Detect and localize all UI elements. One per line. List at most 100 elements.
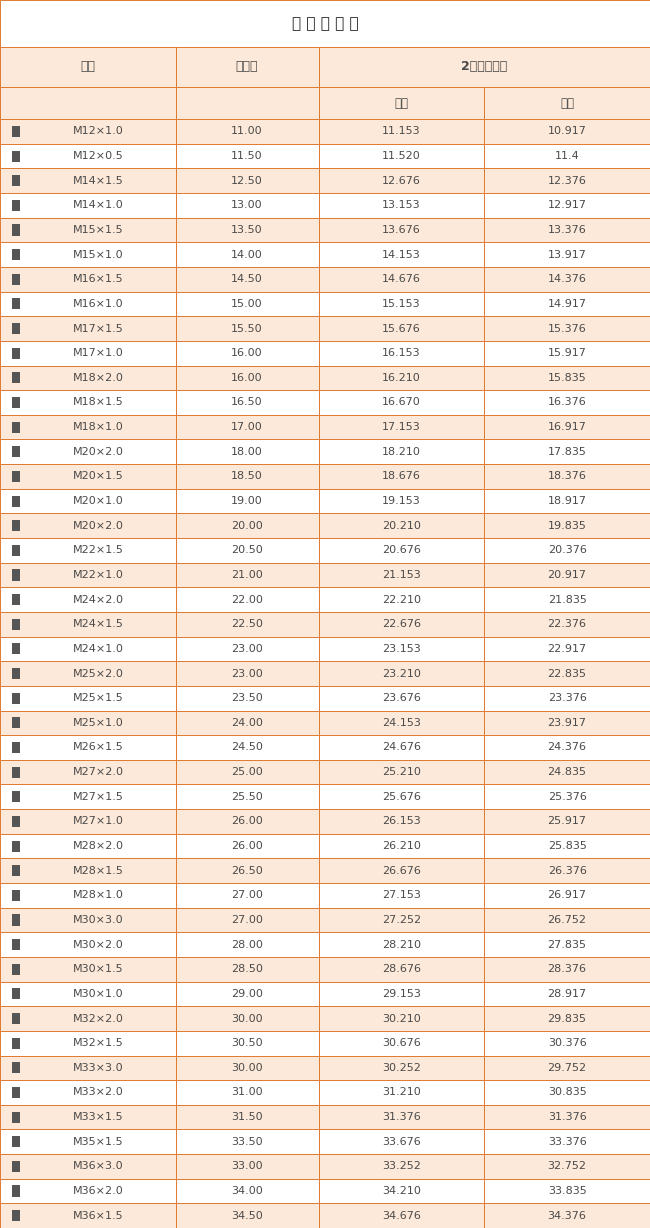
Text: M25×1.0: M25×1.0 [73,718,124,728]
Bar [12,619,20,630]
Bar [484,168,650,193]
Bar [484,661,650,686]
Bar [318,612,484,636]
Text: 14.00: 14.00 [231,249,263,259]
Bar [484,217,650,242]
Bar [318,317,484,341]
Bar [12,348,20,359]
Bar [12,274,20,285]
Bar [318,981,484,1006]
Bar [12,1062,20,1073]
Bar [12,742,20,753]
Bar [176,587,318,612]
Text: M22×1.0: M22×1.0 [73,570,124,580]
Text: 28.50: 28.50 [231,964,263,974]
Text: M14×1.0: M14×1.0 [73,200,124,210]
Bar [176,538,318,562]
Bar [176,168,318,193]
Text: 30.210: 30.210 [382,1013,421,1024]
Text: 16.50: 16.50 [231,398,263,408]
Bar [0,291,176,317]
Bar [484,562,650,587]
Bar [318,47,650,87]
Bar [484,711,650,736]
Text: 20.50: 20.50 [231,545,263,555]
Bar [176,317,318,341]
Bar [318,858,484,883]
Text: 30.252: 30.252 [382,1062,421,1073]
Text: 30.00: 30.00 [231,1013,263,1024]
Bar [0,785,176,809]
Text: 13.00: 13.00 [231,200,263,210]
Text: M30×2.0: M30×2.0 [73,939,124,949]
Text: 20.00: 20.00 [231,521,263,530]
Bar [176,932,318,957]
Bar [318,587,484,612]
Bar [0,168,176,193]
Bar [484,317,650,341]
Bar [176,907,318,932]
Bar [12,372,20,383]
Bar [12,496,20,507]
Text: 14.676: 14.676 [382,274,421,285]
Bar [12,323,20,334]
Bar [318,87,484,119]
Text: M20×1.5: M20×1.5 [73,472,124,481]
Bar [318,661,484,686]
Bar [0,513,176,538]
Bar [0,1154,176,1179]
Text: 10.917: 10.917 [548,126,586,136]
Bar [318,489,484,513]
Text: 22.00: 22.00 [231,594,263,604]
Text: 29.835: 29.835 [547,1013,586,1024]
Bar [484,760,650,785]
Text: 17.153: 17.153 [382,422,421,432]
Bar [484,883,650,907]
Text: 15.676: 15.676 [382,323,421,334]
Text: M28×1.0: M28×1.0 [73,890,124,900]
Bar [0,1130,176,1154]
Text: 公 制 细 螺 纹: 公 制 细 螺 纹 [292,16,358,31]
Bar [484,809,650,834]
Bar [176,242,318,266]
Bar [12,200,20,211]
Text: 16.917: 16.917 [548,422,586,432]
Bar [0,711,176,736]
Bar [318,1056,484,1081]
Bar [176,1030,318,1056]
Text: 19.835: 19.835 [548,521,586,530]
Text: 27.00: 27.00 [231,915,263,925]
Text: M27×2.0: M27×2.0 [73,768,124,777]
Bar [0,1179,176,1203]
Bar [484,119,650,144]
Bar [318,1105,484,1130]
Text: 19.153: 19.153 [382,496,421,506]
Bar [484,1056,650,1081]
Bar [12,989,20,1000]
Bar [176,266,318,291]
Text: 最小: 最小 [560,97,574,109]
Text: M20×2.0: M20×2.0 [73,447,124,457]
Text: 24.153: 24.153 [382,718,421,728]
Bar [176,464,318,489]
Text: 27.252: 27.252 [382,915,421,925]
Bar [0,981,176,1006]
Bar [12,298,20,309]
Bar [0,562,176,587]
Bar [12,249,20,260]
Bar [0,957,176,981]
Bar [12,1038,20,1049]
Bar [12,1210,20,1221]
Bar [484,144,650,168]
Text: 12.917: 12.917 [547,200,586,210]
Bar [176,1105,318,1130]
Text: 33.835: 33.835 [548,1186,586,1196]
Text: 24.50: 24.50 [231,743,263,753]
Bar [484,1203,650,1228]
Text: 20.917: 20.917 [547,570,586,580]
Text: M28×1.5: M28×1.5 [73,866,124,876]
Text: 23.376: 23.376 [548,693,586,704]
Text: 22.376: 22.376 [547,619,586,629]
Bar [0,612,176,636]
Text: M18×1.5: M18×1.5 [73,398,124,408]
